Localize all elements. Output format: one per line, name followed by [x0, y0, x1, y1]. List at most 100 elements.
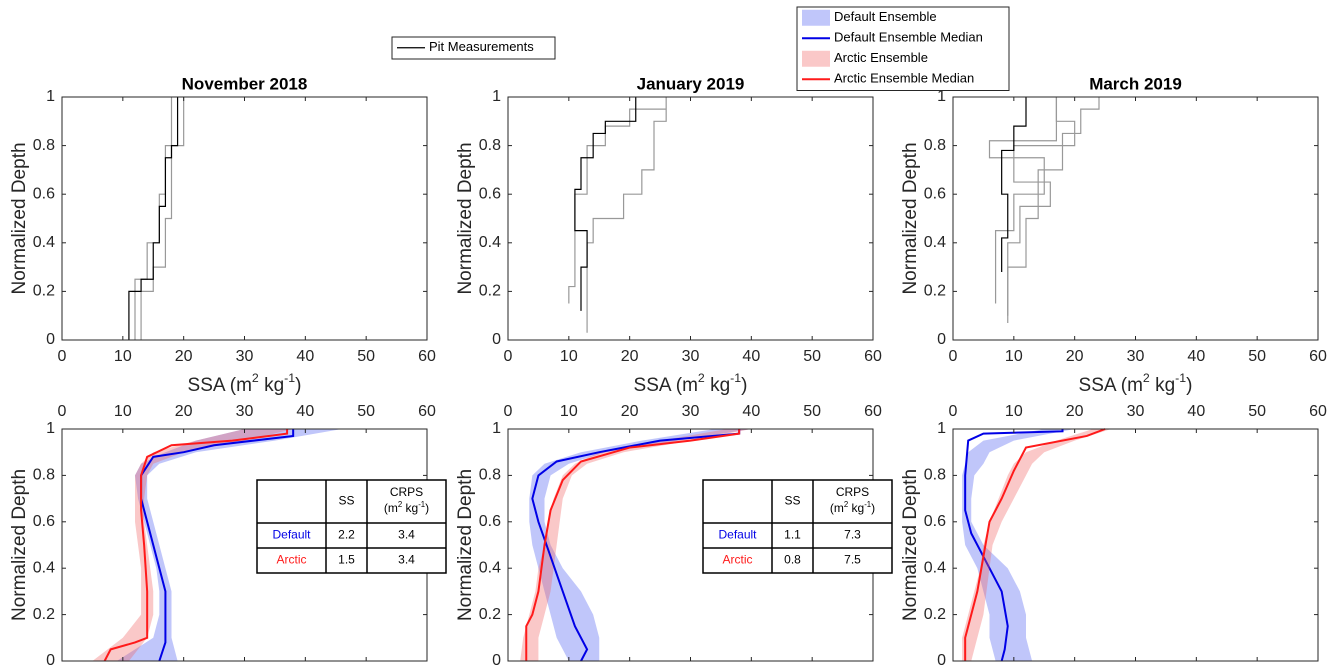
median-line	[964, 428, 1106, 661]
table-header: SS	[338, 494, 354, 508]
x-tick-label: 40	[742, 403, 760, 420]
score-table	[702, 479, 893, 574]
superscript: -1	[284, 371, 295, 385]
x-tick-label: 10	[114, 403, 132, 420]
table-header: CRPS	[390, 485, 423, 499]
plot-area	[953, 429, 1318, 661]
panel: 0 10 20 30 40 50 60 0 0.2 0.4 0.6 0.8 1 Normalized De…	[9, 403, 447, 669]
x-tick-label: 50	[1248, 403, 1266, 420]
legend-box	[796, 6, 1010, 91]
x-tick-label: 60	[1309, 403, 1327, 420]
y-tick-label: 0.8	[924, 467, 946, 484]
y-tick-label: 0.4	[33, 234, 55, 251]
text-part: kg	[705, 375, 730, 396]
y-axis-label: Normalized Depth	[455, 142, 476, 294]
text-part: )	[295, 375, 301, 396]
x-tick-label: 50	[357, 348, 375, 365]
text-part: )	[1186, 375, 1192, 396]
y-tick-label: 0.6	[924, 185, 946, 202]
y-axis-label: Normalized Depth	[900, 142, 921, 294]
legend-label: Default Ensemble	[834, 9, 937, 24]
median-line	[964, 429, 1064, 662]
x-tick-label: 50	[803, 348, 821, 365]
y-axis-label: Normalized Depth	[900, 469, 921, 621]
y-tick-label: 1	[46, 420, 55, 437]
x-tick-label: 40	[1187, 403, 1205, 420]
x-tick-label: 0	[504, 403, 513, 420]
x-tick-label: 20	[1066, 348, 1084, 365]
x-axis-label: SSA (m2 kg-1)	[634, 371, 748, 396]
x-tick-label: 30	[682, 348, 700, 365]
ensemble-band	[529, 429, 752, 661]
superscript: 2	[398, 500, 402, 509]
text-part: )	[425, 501, 429, 515]
x-tick-label: 10	[1005, 348, 1023, 365]
y-tick-label: 0.8	[479, 137, 501, 154]
y-tick-label: 0.2	[33, 283, 55, 300]
plot-area	[508, 97, 873, 340]
pit-profile	[574, 97, 637, 311]
x-tick-label: 30	[682, 403, 700, 420]
table-unit: (m2 kg-1)	[384, 500, 429, 516]
panel: 0 10 20 30 40 50 60 0 0.2 0.4 0.6 0.8 1 Normalized De…	[900, 74, 1327, 396]
y-axis-label: Normalized Depth	[9, 142, 30, 294]
y-tick-label: 0.2	[33, 606, 55, 623]
legend-label: Arctic Ensemble	[834, 50, 928, 65]
table-cell: 0.8	[784, 553, 801, 567]
legend-box	[391, 36, 556, 60]
pit-profile	[1007, 97, 1100, 323]
ensemble-band	[962, 429, 1075, 661]
legend-swatch	[802, 9, 830, 26]
row-label: Arctic	[723, 553, 753, 567]
chart-title: November 2018	[182, 74, 308, 93]
x-tick-label: 20	[175, 403, 193, 420]
text-part: SSA (m	[634, 375, 698, 396]
x-tick-label: 0	[58, 403, 67, 420]
y-tick-label: 0	[937, 652, 946, 669]
y-tick-label: 0	[492, 331, 501, 348]
panel: 0 10 20 30 40 50 60 0 0.2 0.4 0.6 0.8 1 Normalized De…	[455, 403, 893, 669]
y-axis-label: Normalized Depth	[9, 469, 30, 621]
panel: 0 10 20 30 40 50 60 0 0.2 0.4 0.6 0.8 1 Normalized De…	[9, 74, 436, 396]
x-tick-label: 40	[1187, 348, 1205, 365]
pit-profile	[1001, 97, 1027, 272]
legend-label: Pit Measurements	[429, 39, 534, 54]
table-cell: 7.3	[844, 528, 861, 542]
superscript: 2	[698, 371, 705, 385]
legend-label: Default Ensemble Median	[834, 30, 983, 45]
pit-profile	[1007, 97, 1076, 316]
text-part: SSA (m	[188, 375, 252, 396]
y-tick-label: 0	[46, 652, 55, 669]
superscript: -1	[730, 371, 741, 385]
x-tick-label: 20	[1066, 403, 1084, 420]
x-tick-label: 30	[1127, 348, 1145, 365]
x-tick-label: 10	[560, 403, 578, 420]
text-part: kg	[259, 375, 284, 396]
y-tick-label: 0.4	[479, 559, 501, 576]
x-tick-label: 0	[504, 348, 513, 365]
superscript: 2	[844, 500, 848, 509]
chart-title: January 2019	[637, 74, 745, 93]
y-tick-label: 1	[937, 420, 946, 437]
y-tick-label: 0.2	[924, 606, 946, 623]
table-cell: 3.4	[398, 553, 415, 567]
y-tick-label: 0.4	[924, 559, 946, 576]
row-label: Default	[718, 528, 757, 542]
x-tick-label: 0	[949, 348, 958, 365]
y-tick-label: 0.8	[33, 467, 55, 484]
y-tick-label: 0.4	[33, 559, 55, 576]
legend-swatch	[802, 50, 830, 67]
table-header: SS	[784, 494, 800, 508]
x-tick-label: 20	[175, 348, 193, 365]
y-tick-label: 0.8	[479, 467, 501, 484]
x-tick-label: 50	[357, 403, 375, 420]
text-part: )	[871, 501, 875, 515]
x-tick-label: 60	[418, 403, 436, 420]
x-tick-label: 60	[864, 348, 882, 365]
y-tick-label: 0.6	[33, 185, 55, 202]
x-tick-label: 60	[864, 403, 882, 420]
pit-profile	[988, 97, 1058, 304]
panel: 0 10 20 30 40 50 60 0 0.2 0.4 0.6 0.8 1 Normalized De…	[900, 403, 1327, 669]
table-cell: 2.2	[338, 528, 355, 542]
ensemble-band	[962, 429, 1112, 661]
